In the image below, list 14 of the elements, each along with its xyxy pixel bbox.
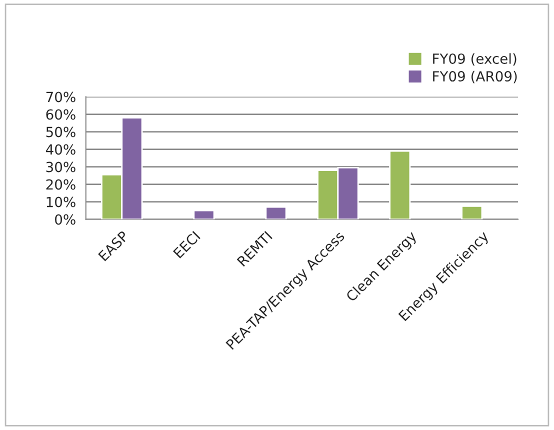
legend-label: FY09 (AR09)	[433, 70, 517, 84]
bar	[265, 206, 287, 220]
y-tick-label: 60%	[46, 109, 76, 120]
y-tick-label: 20%	[46, 179, 76, 190]
bar	[461, 205, 483, 220]
y-tick-label: 40%	[46, 144, 76, 155]
y-tick-label: 10%	[46, 196, 76, 208]
y-tick-label: 0%	[55, 214, 76, 225]
bar	[193, 210, 215, 220]
bar	[389, 150, 411, 220]
y-tick-label: 70%	[46, 92, 76, 102]
y-tick-label: 30%	[46, 162, 76, 172]
legend-label: FY09 (excel)	[433, 53, 516, 66]
y-tick-label: 50%	[46, 126, 76, 138]
